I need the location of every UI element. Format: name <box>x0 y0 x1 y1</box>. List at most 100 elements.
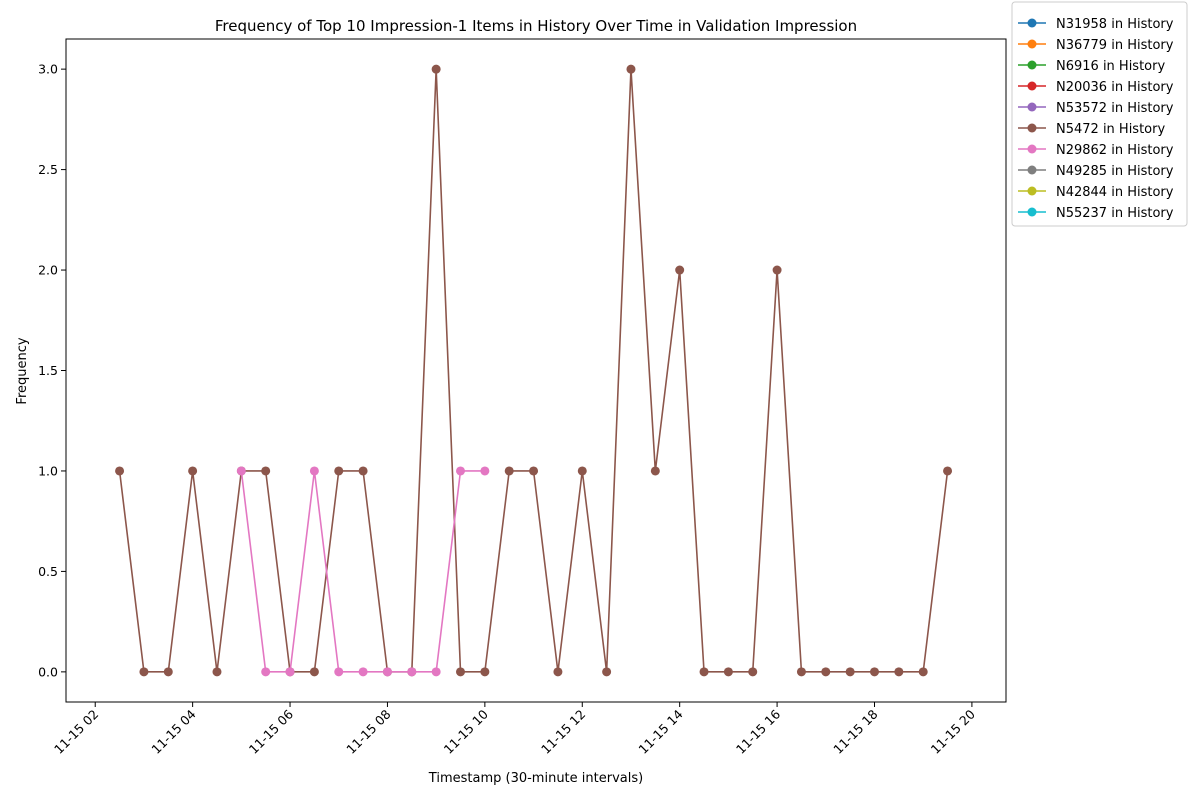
legend-swatch-marker <box>1027 60 1037 70</box>
data-point-n5472 <box>918 667 928 677</box>
x-tick-label: 11-15 16 <box>733 706 783 756</box>
data-point-n29862 <box>456 466 466 476</box>
legend-label: N36779 in History <box>1056 38 1174 53</box>
data-point-n5472 <box>139 667 149 677</box>
data-point-n5472 <box>626 64 636 74</box>
legend-label: N53572 in History <box>1056 101 1174 116</box>
legend-label: N42844 in History <box>1056 185 1174 200</box>
data-point-n5472 <box>212 667 222 677</box>
y-tick-label: 1.5 <box>38 363 58 378</box>
series-layer <box>115 64 953 677</box>
legend-item: N55237 in History <box>1018 206 1174 221</box>
data-point-n5472 <box>845 667 855 677</box>
data-point-n5472 <box>943 466 953 476</box>
data-point-n5472 <box>309 667 319 677</box>
x-tick-label: 11-15 04 <box>148 706 198 756</box>
x-tick-label: 11-15 06 <box>246 706 296 756</box>
data-point-n5472 <box>188 466 198 476</box>
data-point-n5472 <box>894 667 904 677</box>
data-point-n5472 <box>480 667 490 677</box>
y-tick-label: 0.0 <box>38 664 58 679</box>
data-point-n29862 <box>431 667 441 677</box>
data-point-n29862 <box>334 667 344 677</box>
data-point-n29862 <box>309 466 319 476</box>
data-point-n5472 <box>334 466 344 476</box>
legend-swatch-marker <box>1027 165 1037 175</box>
series-n29862 <box>236 466 490 677</box>
legend-label: N31958 in History <box>1056 17 1174 32</box>
legend-swatch-marker <box>1027 123 1037 133</box>
y-tick-label: 1.0 <box>38 463 58 478</box>
x-tick-label: 11-15 02 <box>51 707 101 757</box>
data-point-n5472 <box>431 64 441 74</box>
data-point-n5472 <box>358 466 368 476</box>
data-point-n5472 <box>650 466 660 476</box>
legend-label: N29862 in History <box>1056 143 1174 158</box>
legend-item: N53572 in History <box>1018 101 1174 116</box>
data-point-n29862 <box>480 466 490 476</box>
data-point-n5472 <box>748 667 758 677</box>
data-point-n5472 <box>869 667 879 677</box>
plot-frame <box>65 38 1007 703</box>
legend-swatch-marker <box>1027 39 1037 49</box>
legend-item: N5472 in History <box>1018 122 1165 137</box>
data-point-n5472 <box>723 667 733 677</box>
legend-frame <box>1011 1 1188 227</box>
legend-swatch-marker <box>1027 102 1037 112</box>
x-tick-label: 11-15 20 <box>928 706 978 756</box>
data-point-n29862 <box>261 667 271 677</box>
y-tick-label: 0.5 <box>38 564 58 579</box>
legend-label: N49285 in History <box>1056 164 1174 179</box>
legend-swatch-marker <box>1027 186 1037 196</box>
y-tick-label: 2.0 <box>38 263 58 278</box>
data-point-n5472 <box>553 667 563 677</box>
y-axis: 0.0 0.5 1.0 1.5 2.0 2.5 3.0 <box>38 62 66 679</box>
x-tick-label: 11-15 14 <box>635 706 685 756</box>
x-tick-label: 11-15 18 <box>830 706 880 756</box>
x-tick-label: 11-15 10 <box>441 706 491 756</box>
data-point-n5472 <box>821 667 831 677</box>
legend-item: N29862 in History <box>1018 143 1174 158</box>
legend: N31958 in History N36779 in History N6916 … <box>1011 1 1188 227</box>
data-point-n29862 <box>407 667 417 677</box>
legend-swatch-marker <box>1027 81 1037 91</box>
legend-item: N6916 in History <box>1018 59 1165 74</box>
data-point-n5472 <box>796 667 806 677</box>
legend-swatch-marker <box>1027 144 1037 154</box>
data-point-n5472 <box>602 667 612 677</box>
data-point-n5472 <box>504 466 514 476</box>
legend-swatch-marker <box>1027 207 1037 217</box>
data-point-n29862 <box>236 466 246 476</box>
data-point-n5472 <box>772 265 782 275</box>
legend-item: N42844 in History <box>1018 185 1174 200</box>
series-line-n5472 <box>118 68 949 673</box>
x-axis: 11-15 02 11-15 04 11-15 06 11-15 08 11-15 10… <box>51 702 978 757</box>
x-axis-title: Timestamp (30-minute intervals) <box>428 771 643 786</box>
legend-label: N5472 in History <box>1056 122 1165 137</box>
legend-swatch-marker <box>1027 18 1037 28</box>
series-n5472 <box>115 64 953 677</box>
data-point-n29862 <box>382 667 392 677</box>
data-point-n5472 <box>675 265 685 275</box>
data-point-n29862 <box>285 667 295 677</box>
data-point-n29862 <box>358 667 368 677</box>
chart-title: Frequency of Top 10 Impression-1 Items i… <box>215 17 857 35</box>
legend-item: N31958 in History <box>1018 17 1174 32</box>
legend-label: N6916 in History <box>1056 59 1165 74</box>
legend-item: N20036 in History <box>1018 80 1174 95</box>
legend-label: N55237 in History <box>1056 206 1174 221</box>
x-tick-label: 11-15 08 <box>343 706 393 756</box>
data-point-n5472 <box>577 466 587 476</box>
y-tick-label: 2.5 <box>38 162 58 177</box>
data-point-n5472 <box>261 466 271 476</box>
y-tick-label: 3.0 <box>38 62 58 77</box>
legend-item: N36779 in History <box>1018 38 1174 53</box>
legend-item: N49285 in History <box>1018 164 1174 179</box>
data-point-n5472 <box>163 667 173 677</box>
data-point-n5472 <box>699 667 709 677</box>
data-point-n5472 <box>456 667 466 677</box>
x-tick-label: 11-15 12 <box>538 707 588 757</box>
legend-label: N20036 in History <box>1056 80 1174 95</box>
data-point-n5472 <box>115 466 125 476</box>
